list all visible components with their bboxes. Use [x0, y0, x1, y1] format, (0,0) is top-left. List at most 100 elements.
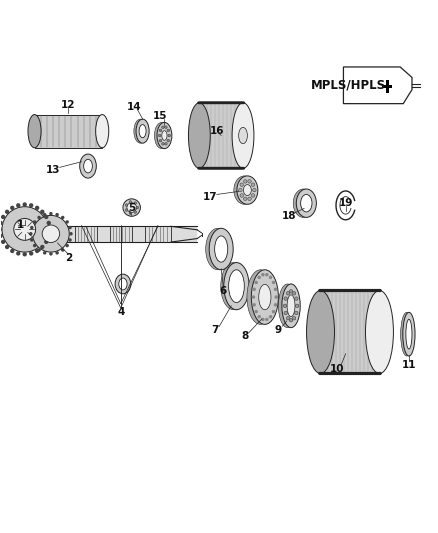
- Ellipse shape: [363, 372, 368, 375]
- Circle shape: [33, 244, 36, 247]
- Text: MPLS/HPLS: MPLS/HPLS: [311, 79, 386, 92]
- Ellipse shape: [374, 372, 380, 375]
- Ellipse shape: [318, 372, 323, 375]
- Ellipse shape: [332, 372, 337, 375]
- Circle shape: [248, 180, 251, 183]
- Ellipse shape: [353, 289, 358, 292]
- Text: 16: 16: [209, 126, 224, 136]
- Circle shape: [33, 220, 36, 224]
- Circle shape: [30, 226, 34, 229]
- Text: 9: 9: [274, 325, 282, 335]
- Circle shape: [1, 240, 5, 244]
- Ellipse shape: [247, 270, 274, 325]
- Ellipse shape: [241, 101, 245, 104]
- Circle shape: [244, 180, 247, 183]
- Ellipse shape: [339, 289, 344, 292]
- Circle shape: [43, 251, 46, 255]
- Circle shape: [123, 199, 141, 216]
- Circle shape: [35, 249, 39, 253]
- Ellipse shape: [203, 167, 208, 169]
- Ellipse shape: [337, 289, 342, 292]
- Ellipse shape: [346, 289, 351, 292]
- Circle shape: [240, 183, 244, 187]
- Ellipse shape: [234, 176, 255, 204]
- Text: 13: 13: [46, 165, 60, 175]
- Ellipse shape: [323, 372, 328, 375]
- Ellipse shape: [210, 101, 214, 104]
- Circle shape: [292, 292, 296, 295]
- Circle shape: [269, 315, 272, 319]
- Bar: [382, 85, 392, 88]
- Ellipse shape: [239, 167, 243, 169]
- Ellipse shape: [201, 167, 206, 169]
- Ellipse shape: [215, 236, 228, 262]
- Circle shape: [283, 304, 287, 308]
- Ellipse shape: [342, 372, 346, 375]
- Ellipse shape: [282, 284, 300, 328]
- Ellipse shape: [356, 372, 360, 375]
- Circle shape: [265, 273, 268, 277]
- Ellipse shape: [321, 372, 325, 375]
- Ellipse shape: [221, 263, 246, 310]
- Circle shape: [269, 276, 272, 279]
- Circle shape: [65, 220, 69, 224]
- Ellipse shape: [241, 167, 245, 169]
- Bar: [42, 227, 197, 242]
- Circle shape: [43, 213, 46, 216]
- Ellipse shape: [230, 101, 235, 104]
- Text: 6: 6: [220, 286, 227, 295]
- Ellipse shape: [296, 189, 316, 217]
- Text: 14: 14: [127, 102, 141, 112]
- Ellipse shape: [344, 372, 349, 375]
- Ellipse shape: [337, 372, 342, 375]
- Circle shape: [61, 216, 64, 219]
- Circle shape: [136, 206, 139, 209]
- Circle shape: [253, 188, 256, 192]
- Ellipse shape: [216, 101, 220, 104]
- Ellipse shape: [349, 289, 353, 292]
- Ellipse shape: [328, 372, 332, 375]
- Ellipse shape: [367, 372, 372, 375]
- Circle shape: [14, 219, 35, 240]
- Ellipse shape: [335, 372, 339, 375]
- Ellipse shape: [370, 289, 375, 292]
- Text: 10: 10: [330, 364, 344, 374]
- Ellipse shape: [203, 101, 208, 104]
- Bar: [199, 103, 243, 168]
- Circle shape: [16, 203, 21, 207]
- Ellipse shape: [293, 189, 313, 217]
- Ellipse shape: [222, 167, 226, 169]
- Circle shape: [61, 248, 64, 252]
- Circle shape: [49, 252, 53, 256]
- Ellipse shape: [239, 127, 247, 144]
- Ellipse shape: [244, 184, 251, 196]
- Circle shape: [239, 188, 242, 192]
- Text: 11: 11: [402, 360, 416, 370]
- Ellipse shape: [218, 167, 223, 169]
- Circle shape: [248, 197, 251, 200]
- Ellipse shape: [321, 289, 325, 292]
- Polygon shape: [343, 67, 412, 103]
- Ellipse shape: [363, 289, 368, 292]
- Ellipse shape: [325, 372, 330, 375]
- Ellipse shape: [365, 290, 393, 374]
- Circle shape: [0, 233, 3, 238]
- Ellipse shape: [214, 167, 218, 169]
- Circle shape: [286, 292, 290, 295]
- Ellipse shape: [233, 167, 237, 169]
- Text: 1: 1: [17, 220, 24, 230]
- Ellipse shape: [205, 167, 210, 169]
- Ellipse shape: [330, 289, 335, 292]
- Polygon shape: [171, 227, 197, 242]
- Ellipse shape: [95, 115, 109, 148]
- Ellipse shape: [208, 101, 212, 104]
- Ellipse shape: [212, 167, 216, 169]
- Text: 8: 8: [242, 332, 249, 341]
- Circle shape: [10, 206, 14, 210]
- Ellipse shape: [210, 167, 214, 169]
- Ellipse shape: [351, 289, 356, 292]
- Circle shape: [258, 276, 261, 279]
- Text: 19: 19: [339, 198, 353, 208]
- Ellipse shape: [318, 289, 323, 292]
- Ellipse shape: [84, 159, 92, 173]
